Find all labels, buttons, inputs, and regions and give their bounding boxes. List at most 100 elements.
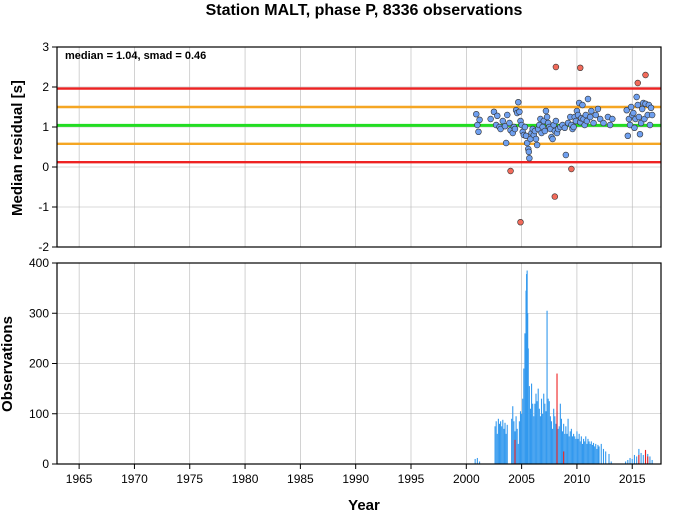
residual-point bbox=[587, 113, 594, 121]
observation-bar bbox=[547, 398, 549, 464]
observation-bar bbox=[526, 274, 528, 464]
residual-point bbox=[521, 123, 529, 131]
residual-point bbox=[606, 121, 614, 129]
observation-bar bbox=[476, 457, 478, 464]
outlier-observation-bar bbox=[647, 456, 649, 464]
observation-bar bbox=[532, 403, 534, 464]
observation-bar bbox=[534, 403, 536, 464]
residual-point bbox=[600, 119, 607, 127]
outlier-observation-bar bbox=[563, 451, 565, 464]
observation-bar bbox=[474, 458, 476, 464]
residual-point bbox=[646, 121, 654, 129]
observation-bar bbox=[602, 448, 605, 464]
observation-bar bbox=[542, 413, 544, 464]
observation-bar bbox=[519, 411, 522, 464]
observation-bar bbox=[557, 428, 559, 464]
observation-bar bbox=[546, 310, 548, 464]
observation-bar bbox=[568, 436, 570, 464]
residual-point bbox=[624, 132, 632, 140]
observation-bar bbox=[506, 424, 508, 464]
observation-bar bbox=[605, 451, 607, 464]
residual-point bbox=[511, 125, 519, 133]
observation-bar bbox=[497, 418, 499, 464]
residual-point bbox=[594, 105, 602, 113]
residual-point bbox=[533, 141, 541, 149]
outlier-point bbox=[642, 71, 649, 79]
outlier-point bbox=[507, 167, 514, 175]
observations-y-tick-label: 300 bbox=[29, 306, 49, 320]
residual-point bbox=[543, 113, 551, 121]
observation-bar bbox=[585, 436, 587, 464]
observation-bar bbox=[549, 416, 551, 464]
observation-bar bbox=[589, 443, 591, 464]
observation-bar bbox=[560, 418, 562, 464]
observation-bar bbox=[578, 433, 580, 464]
observation-bar bbox=[498, 423, 501, 464]
residual-point bbox=[473, 110, 480, 118]
observation-bar bbox=[531, 383, 533, 464]
observation-bar bbox=[564, 433, 566, 464]
year-tick-label: 1995 bbox=[398, 472, 425, 486]
residual-point bbox=[562, 151, 570, 159]
observation-bar bbox=[569, 431, 571, 464]
residual-point bbox=[526, 155, 533, 162]
year-tick-label: 2015 bbox=[619, 472, 646, 486]
observation-bar bbox=[540, 398, 543, 464]
observation-bar bbox=[642, 454, 644, 464]
observation-bar bbox=[590, 441, 592, 464]
year-tick-label: 1970 bbox=[121, 472, 148, 486]
residual-point bbox=[504, 111, 511, 119]
residual-point bbox=[635, 113, 643, 121]
outlier-point bbox=[552, 63, 560, 71]
observation-bar bbox=[566, 433, 568, 464]
outlier-point bbox=[577, 64, 584, 72]
residual-point bbox=[476, 116, 483, 124]
observation-bar bbox=[592, 442, 595, 464]
year-tick-label: 1975 bbox=[176, 472, 203, 486]
residual-point bbox=[502, 139, 510, 147]
observation-bar bbox=[595, 443, 597, 464]
observation-bar bbox=[516, 428, 518, 464]
observation-bar bbox=[500, 421, 502, 464]
residual-point bbox=[609, 115, 616, 123]
observation-bar bbox=[504, 422, 506, 464]
observation-bar bbox=[577, 438, 579, 464]
year-x-axis-label: Year bbox=[348, 497, 380, 511]
observations-y-ticks: 0 100 200 300 400 bbox=[29, 256, 57, 471]
observation-bar bbox=[580, 436, 582, 464]
residual-point bbox=[588, 107, 595, 115]
residual-point bbox=[501, 122, 509, 130]
residual-point bbox=[647, 104, 655, 112]
residual-point bbox=[630, 109, 637, 117]
residual-point bbox=[584, 95, 592, 103]
residual-points bbox=[473, 63, 656, 226]
observation-bar bbox=[533, 416, 535, 464]
observation-bar bbox=[631, 458, 633, 464]
observation-bar bbox=[518, 421, 520, 464]
observation-bar bbox=[559, 403, 561, 464]
residual-point bbox=[532, 135, 540, 143]
observation-bar bbox=[581, 443, 584, 464]
residual-point bbox=[525, 148, 533, 156]
residual-point bbox=[592, 111, 599, 119]
observation-bar bbox=[523, 368, 525, 464]
residual-plot-frame bbox=[56, 46, 662, 248]
year-tick-label: 1965 bbox=[66, 472, 93, 486]
residual-y-axis-label: Median residual [s] bbox=[9, 80, 26, 216]
residual-point bbox=[590, 119, 597, 127]
observation-bar bbox=[525, 290, 527, 464]
residual-point bbox=[561, 124, 568, 132]
observation-bar bbox=[521, 413, 523, 464]
observation-bar bbox=[576, 431, 578, 464]
observation-bar bbox=[579, 441, 581, 464]
observation-bar bbox=[573, 433, 575, 464]
residual-y-tick-label: 1 bbox=[42, 120, 49, 134]
residual-point bbox=[638, 105, 646, 113]
observation-bar bbox=[496, 433, 498, 464]
residual-y-tick-label: -2 bbox=[38, 240, 49, 254]
outlier-observation-bar bbox=[644, 449, 647, 464]
year-tick-label: 1990 bbox=[342, 472, 369, 486]
outlier-observation-bar bbox=[638, 454, 640, 464]
residual-point bbox=[475, 128, 482, 136]
observation-bar bbox=[588, 441, 590, 464]
